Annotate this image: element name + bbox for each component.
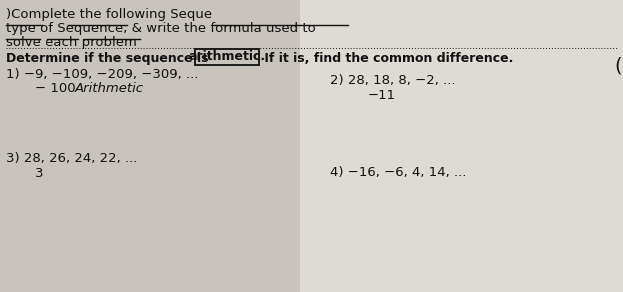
Bar — [300, 0, 623, 292]
Text: − 100: − 100 — [35, 82, 75, 95]
Text: )Complete the following Seque: )Complete the following Seque — [6, 8, 212, 21]
Text: 4) −16, −6, 4, 14, ...: 4) −16, −6, 4, 14, ... — [330, 166, 467, 179]
Text: 3: 3 — [35, 167, 44, 180]
Bar — [0, 0, 300, 292]
Text: (: ( — [614, 56, 622, 75]
Text: 3) 28, 26, 24, 22, ...: 3) 28, 26, 24, 22, ... — [6, 152, 138, 165]
Text: Determine if the sequence is: Determine if the sequence is — [6, 52, 209, 65]
Text: type of Sequence, & write the formula used to: type of Sequence, & write the formula us… — [6, 22, 316, 35]
Text: Arithmetic: Arithmetic — [75, 82, 144, 95]
Text: arithmetic.: arithmetic. — [188, 51, 265, 63]
Text: 1) −9, −109, −209, −309, ...: 1) −9, −109, −209, −309, ... — [6, 68, 198, 81]
Text: If it is, find the common difference.: If it is, find the common difference. — [260, 52, 513, 65]
Text: solve each problem: solve each problem — [6, 36, 137, 49]
Text: 2) 28, 18, 8, −2, ...: 2) 28, 18, 8, −2, ... — [330, 74, 455, 87]
Text: −11: −11 — [368, 89, 396, 102]
